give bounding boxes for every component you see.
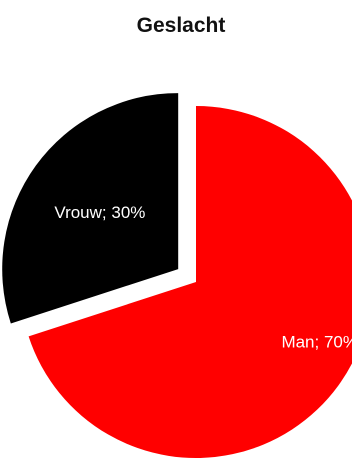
pie-slice-man <box>28 106 352 458</box>
slice-labels: Man; 70% Vrouw; 30% <box>54 203 352 351</box>
slice-label-vrouw: Vrouw; 30% <box>54 203 145 222</box>
chart-title: Geslacht <box>137 14 226 37</box>
slice-label-man: Man; 70% <box>281 333 352 352</box>
pie-slices <box>2 93 352 458</box>
pie-slice-vrouw <box>2 93 179 324</box>
